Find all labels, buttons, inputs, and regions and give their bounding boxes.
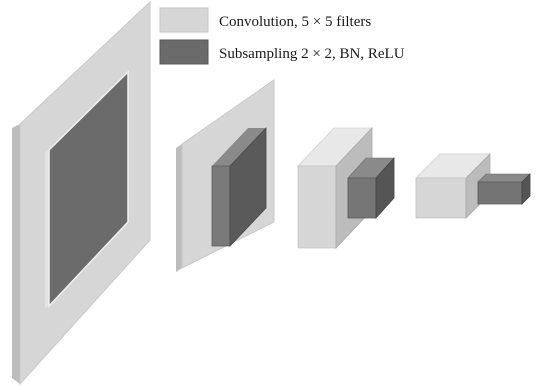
pool-layer-1 — [45, 70, 129, 308]
pool-layer-1-edge — [45, 150, 49, 308]
conv-layer-3-front — [297, 165, 337, 249]
legend-subsampling-swatch — [159, 39, 209, 65]
legend-convolution-label: Convolution, 5 × 5 filters — [219, 14, 371, 30]
legend-convolution-swatch — [159, 7, 209, 33]
conv-layer-2-edge — [176, 144, 182, 272]
pool-layer-4-side — [521, 173, 531, 205]
pool-layer-3-front — [347, 177, 377, 219]
pool-layer-2 — [211, 126, 267, 248]
pool-layer-2-top — [212, 128, 266, 166]
pool-layer-3 — [347, 156, 395, 220]
pool-layer-4-top — [477, 173, 531, 183]
conv-layer-1-edge — [12, 124, 20, 384]
pool-layer-4-front — [477, 181, 523, 205]
pool-layer-1-face — [48, 70, 129, 308]
pool-layer-4 — [477, 173, 531, 205]
pool-layer-3-side — [375, 156, 395, 220]
legend-subsampling-label: Subsampling 2 × 2, BN, ReLU — [219, 46, 405, 62]
pool-layer-2-front — [211, 165, 231, 247]
legend: Convolution, 5 × 5 filters Subsampling 2… — [159, 7, 405, 65]
conv-layer-4-front — [415, 177, 467, 219]
pool-layer-2-side — [229, 126, 267, 248]
